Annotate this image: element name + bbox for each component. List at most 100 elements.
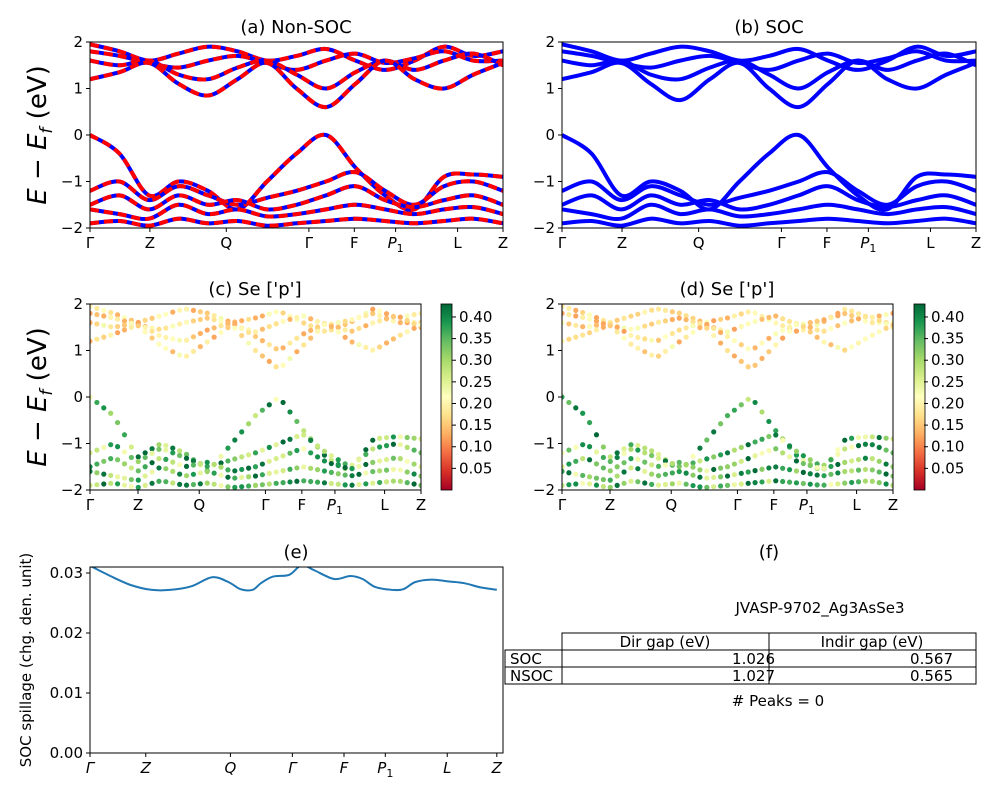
scatter-point [177,481,183,487]
xtick-label: Γ [288,759,298,777]
scatter-point [142,329,148,335]
scatter-point [862,314,869,320]
scatter-point [697,458,703,464]
scatter-point [108,332,114,338]
scatter-point [225,321,231,327]
scatter-point [177,337,183,343]
scatter-point [752,362,758,368]
scatter-point [370,306,376,312]
scatter-point [562,338,565,344]
scatter-point [114,330,121,336]
scatter-point [669,316,675,323]
scatter-point [142,317,148,323]
ylabel-unit: (eV) [23,327,53,389]
scatter-point [273,469,279,475]
scatter-point [94,321,100,327]
scatter-point [835,461,841,468]
scatter-point [156,465,162,471]
ytick-label: 0 [73,126,83,144]
kpoint-label: Z [416,496,426,514]
scatter-point [724,347,731,354]
colorbar-tick-label: 0.30 [931,351,964,369]
scatter-point [807,481,813,487]
scatter-point [869,467,875,473]
panel-f-title: (f) [759,542,779,563]
scatter-point [580,314,586,320]
scatter-point [266,458,272,464]
scatter-point [586,316,593,322]
colorbar-tick-label: 0.15 [459,416,492,434]
scatter-point [397,456,403,462]
scatter-point [246,452,252,458]
scatter-point [101,334,107,340]
scatter-point [135,454,141,460]
scatter-point [849,458,855,464]
scatter-point [342,327,348,333]
scatter-point [142,482,148,488]
scatter-point [321,321,328,328]
scatter-point [266,323,272,330]
scatter-point [149,450,155,456]
scatter-point [328,469,334,475]
kpoint-label: Γ [86,234,95,252]
scatter-point [642,450,648,456]
ytick-label: 1 [545,80,555,98]
scatter-point [724,473,731,479]
scatter-point [683,313,689,319]
scatter-point [377,458,383,464]
scatter-point [239,484,245,490]
scatter-point [731,338,737,344]
panel-f: (f) JVASP-9702_Ag3AsSe3 Dir gap (eV) Ind… [504,542,977,710]
scatter-point [842,437,848,443]
scatter-point [246,465,252,471]
scatter-point [246,474,252,480]
scatter-point [294,433,300,440]
scatter-point [397,320,403,326]
scatter-point [635,334,641,341]
scatter-point [780,327,786,333]
scatter-point [759,355,765,362]
scatter-point [662,481,669,488]
scatter-point [621,450,627,456]
scatter-point [90,468,93,474]
scatter-point [655,473,662,479]
scatter-point [335,320,341,326]
scatter-point [294,314,300,320]
scatter-point [869,314,875,320]
scatter-point [662,462,669,468]
scatter-point [149,328,155,334]
scatter-point [876,458,882,464]
scatter-point [314,479,321,485]
scatter-point [342,334,348,340]
scatter-point [287,316,293,323]
scatter-point [628,442,634,448]
scatter-point [649,452,655,459]
scatter-point [849,313,855,319]
scatter-point [183,353,190,359]
scatter-point [301,342,307,348]
scatter-point [580,456,586,462]
scatter-point [828,471,834,477]
scatter-point [266,402,272,408]
scatter-point [793,321,800,328]
gap-table: Dir gap (eV) Indir gap (eV) SOC 1.026 0.… [504,632,977,685]
panel-d-colorbar-ticks: 0.40 0.35 0.30 0.25 0.20 0.15 0.10 0.05 [924,308,964,477]
scatter-point [876,469,882,475]
scatter-point [628,313,634,319]
scatter-point [621,469,627,475]
scatter-point [390,478,397,484]
scatter-point [294,447,300,454]
scatter-point [211,334,217,340]
panel-c-title: (c) Se ['p'] [208,279,301,300]
scatter-point [828,481,834,488]
scatter-point [314,328,321,334]
scatter-point [759,409,765,415]
scatter-point [697,467,703,473]
kpoint-label: Z [888,496,898,514]
scatter-point [266,470,272,476]
ytick-label: 2 [545,295,555,313]
band-line-blue [90,216,503,228]
scatter-point [766,314,772,320]
scatter-point [704,475,710,481]
kpoint-label: F [823,234,832,252]
